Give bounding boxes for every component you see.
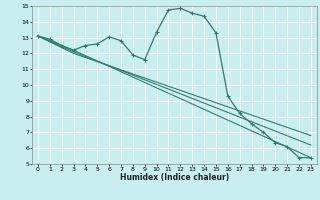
X-axis label: Humidex (Indice chaleur): Humidex (Indice chaleur) <box>120 173 229 182</box>
